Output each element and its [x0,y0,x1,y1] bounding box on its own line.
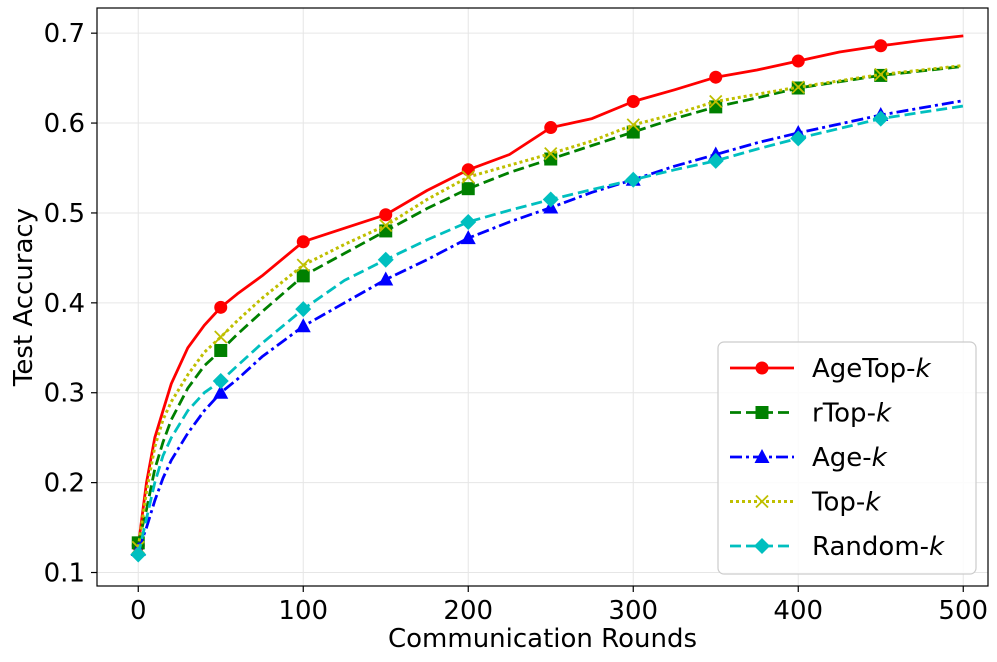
series-point [544,146,558,161]
y-tick-label: 0.1 [44,559,85,589]
series-point [461,182,475,196]
legend-label-name: Random- [812,532,929,562]
legend-label-name: Age- [812,443,872,473]
legend-label-k: k [916,354,932,384]
legend-item: rTop-k [730,399,892,429]
x-tick-label: 400 [773,596,823,626]
series-point [709,94,723,109]
series-point [707,152,724,169]
y-tick-label: 0.2 [44,469,85,499]
series-point [874,67,888,82]
series-point [626,94,640,108]
legend-item: AgeTop-k [730,354,932,384]
x-tick-label: 500 [938,596,988,626]
series-point [296,258,310,272]
series-point [872,110,889,127]
series-point [791,80,805,94]
legend-label-name: AgeTop- [812,354,916,384]
series-point [295,318,311,333]
grid-lines [97,8,988,586]
series-point [791,54,805,68]
legend-label-name: Top- [811,488,865,518]
series-point [296,269,310,283]
legend-label-name: rTop- [812,399,876,429]
legend-label: AgeTop-k [812,354,932,384]
series-line [136,34,964,546]
legend-label: Top-k [811,488,881,518]
series-point [212,373,229,390]
series-point [379,208,393,222]
legend-marker [754,538,770,554]
series-point [213,384,229,399]
legend-marker [755,361,769,375]
series-point [214,300,228,314]
legend-marker [754,449,770,463]
series-point [214,330,228,344]
legend-marker [755,494,769,509]
series-point [295,301,312,318]
series-point [377,251,394,268]
series-point [378,271,394,286]
series-point [626,118,640,132]
series-point [461,163,475,177]
series-line [136,99,964,551]
x-tick-label: 200 [443,596,493,626]
legend-box [717,341,977,575]
legend-item: Age-k [730,443,888,473]
series-point [460,213,477,230]
series-point [709,70,723,84]
legend-label-k: k [876,399,892,429]
y-tick-label: 0.6 [44,109,85,139]
series-point [874,39,888,53]
plot-frame [96,7,989,587]
y-tick-label: 0.3 [44,379,85,409]
series-line [136,104,964,555]
legend-label: rTop-k [812,399,892,429]
legend-item: Top-k [730,488,881,518]
series-point [460,230,476,245]
series-line [136,65,964,544]
y-axis-ticks: 0.1 0.2 0.3 0.4 0.5 0.6 0.7 [44,19,97,589]
series-point [542,191,559,208]
x-axis-ticks: 0 100 200 300 400 500 [130,586,988,626]
x-tick-label: 300 [608,596,658,626]
y-tick-label: 0.4 [44,289,85,319]
legend-label: Age-k [812,443,888,473]
y-tick-label: 0.7 [44,19,85,49]
series-point [296,235,310,249]
legend-label-k: k [872,443,888,473]
legend-label: Random-k [812,532,945,562]
legend-label-k: k [865,488,881,518]
x-axis-label: Communication Rounds [388,624,697,654]
series-point [790,130,807,147]
series-line [136,64,964,548]
series-point [461,170,475,184]
series-layer [130,34,964,563]
legend-item: Random-k [730,532,945,562]
y-axis-label: Test Accuracy [9,208,39,387]
series-point [544,121,558,135]
series-point [625,171,642,188]
y-tick-label: 0.5 [44,199,85,229]
legend-marker [755,406,769,419]
legend-label-k: k [929,532,945,562]
series-4 [130,104,964,563]
series-point [379,218,393,233]
series-point [214,343,228,357]
x-tick-label: 100 [278,596,328,626]
series-point [130,546,147,563]
x-tick-label: 0 [130,596,147,626]
